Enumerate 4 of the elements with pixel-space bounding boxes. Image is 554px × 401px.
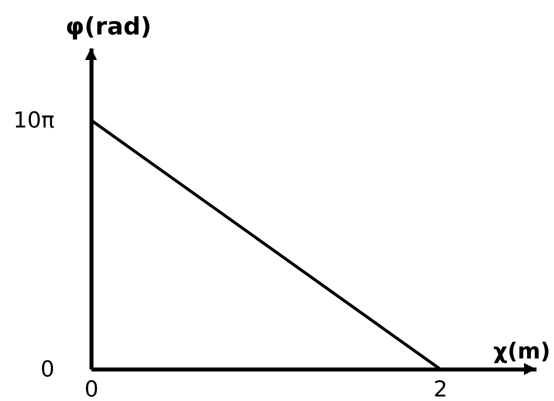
x-axis-title: χ(m) — [493, 340, 550, 364]
y-axis-title: φ(rad) — [66, 12, 152, 40]
y-tick-label: 10π — [13, 108, 54, 134]
x-tick-label: 2 — [434, 378, 448, 401]
